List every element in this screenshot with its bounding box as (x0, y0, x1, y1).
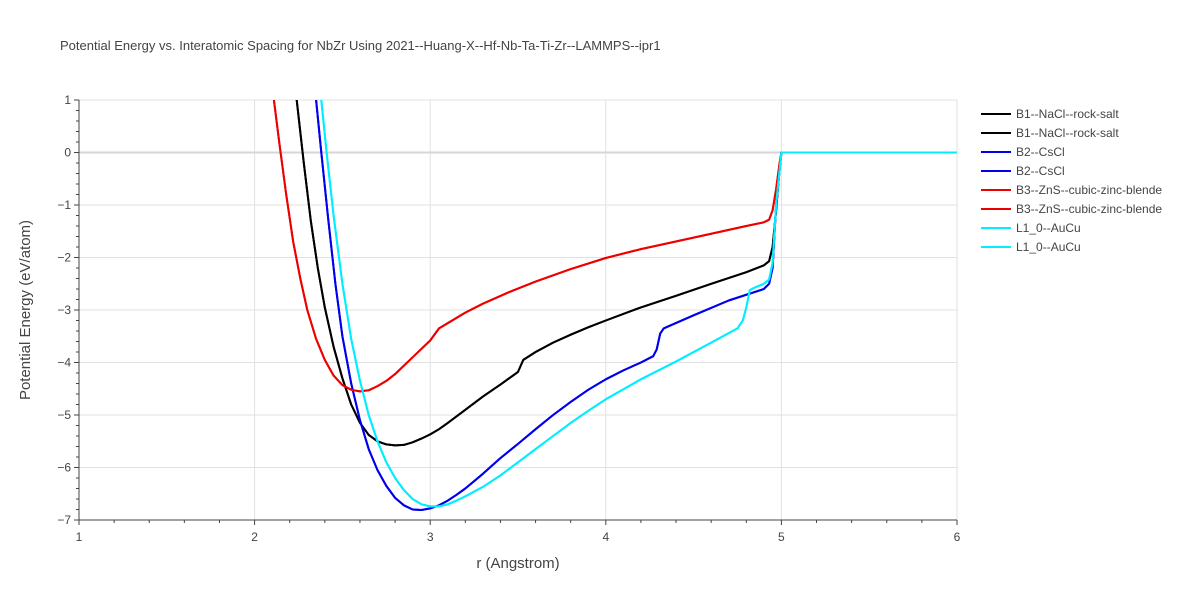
y-tick-label: −6 (57, 461, 71, 475)
tick-labels: 1 2 3 4 5 6 1 0 −1 −2 −3 −4 −5 −6 −7 (57, 93, 960, 544)
legend-label: B3--ZnS--cubic-zinc-blende (1016, 183, 1162, 197)
legend-label: B1--NaCl--rock-salt (1016, 107, 1119, 121)
x-tick-label: 1 (76, 530, 83, 544)
y-tick-label: 1 (64, 93, 71, 107)
legend-label: L1_0--AuCu (1016, 240, 1081, 254)
y-tick-label: −7 (57, 513, 71, 527)
series-line-2 (295, 100, 957, 447)
series-line-6 (272, 100, 957, 393)
y-axis-title: Potential Energy (eV/atom) (17, 220, 34, 400)
legend-label: B1--NaCl--rock-salt (1016, 126, 1119, 140)
chart-title: Potential Energy vs. Interatomic Spacing… (60, 38, 661, 53)
grid (79, 99, 958, 520)
x-tick-label: 2 (251, 530, 258, 544)
legend: B1--NaCl--rock-salt B1--NaCl--rock-salt B2… (981, 107, 1162, 254)
series-line-4 (315, 100, 957, 511)
x-axis-title: r (Angstrom) (476, 555, 559, 572)
series-line-8 (320, 100, 957, 508)
axes (74, 99, 958, 525)
x-tick-label: 5 (778, 530, 785, 544)
y-tick-label: 0 (64, 146, 71, 160)
series-line-7 (320, 100, 957, 508)
y-tick-label: −1 (57, 198, 71, 212)
y-tick-label: −3 (57, 303, 71, 317)
x-tick-label: 3 (427, 530, 434, 544)
plot-area (272, 100, 957, 511)
x-tick-label: 6 (954, 530, 961, 544)
y-tick-label: −4 (57, 356, 71, 370)
series-line-3 (315, 100, 957, 511)
y-tick-label: −5 (57, 408, 71, 422)
series-line-5 (272, 100, 957, 393)
legend-label: B2--CsCl (1016, 145, 1065, 159)
y-tick-label: −2 (57, 251, 71, 265)
legend-label: L1_0--AuCu (1016, 221, 1081, 235)
legend-label: B2--CsCl (1016, 164, 1065, 178)
x-tick-label: 4 (602, 530, 609, 544)
legend-label: B3--ZnS--cubic-zinc-blende (1016, 202, 1162, 216)
